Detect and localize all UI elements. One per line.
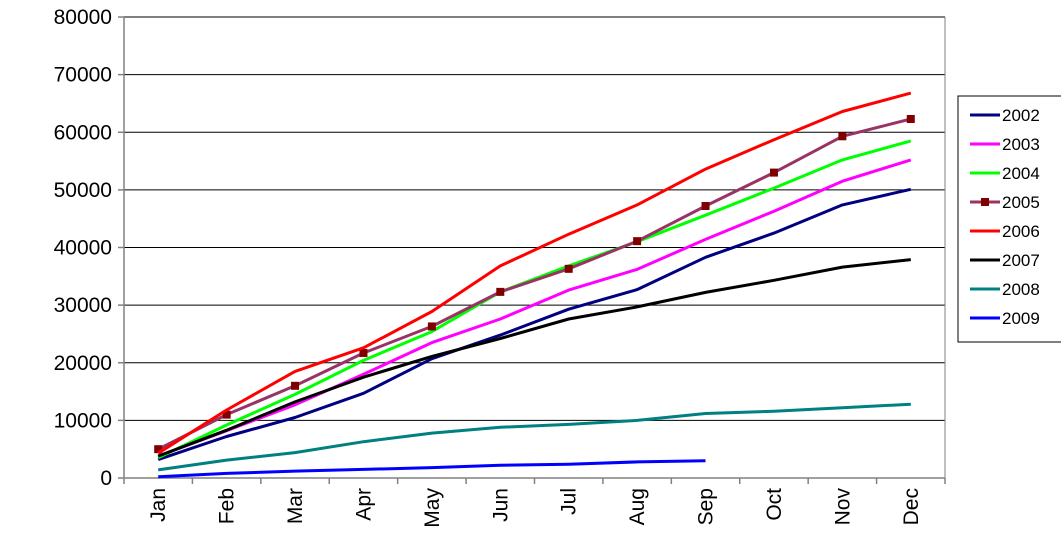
- x-tick-label: Feb: [216, 488, 239, 524]
- x-tick-label: Jan: [147, 488, 170, 522]
- legend-label: 2005: [1002, 193, 1040, 212]
- x-tick-label: Mar: [284, 488, 307, 524]
- x-tick-label: Jun: [489, 488, 512, 522]
- x-tick-label: Jul: [558, 488, 581, 515]
- y-tick-label: 40000: [54, 237, 112, 260]
- x-tick-label: Sep: [695, 488, 718, 525]
- legend-label: 2007: [1002, 251, 1040, 270]
- x-tick-label: Nov: [831, 488, 854, 526]
- series-line-2009: [158, 459, 706, 479]
- data-point-2005: [496, 287, 505, 296]
- legend-label: 2003: [1002, 135, 1040, 154]
- data-point-2005: [633, 237, 642, 246]
- data-point-2005: [906, 114, 915, 123]
- y-tick-label: 10000: [54, 409, 112, 432]
- y-tick-label: 70000: [54, 64, 112, 87]
- legend-label: 2004: [1002, 164, 1040, 183]
- series-line-2005: [157, 117, 912, 451]
- y-tick-label: 0: [100, 467, 112, 490]
- y-tick-label: 80000: [54, 6, 112, 29]
- x-tick-label: Aug: [626, 488, 649, 525]
- legend-marker: [981, 198, 989, 206]
- data-point-2005: [564, 264, 573, 273]
- data-point-2005: [838, 132, 847, 141]
- series-line-2007: [157, 258, 911, 458]
- x-tick-label: Dec: [900, 488, 923, 525]
- series-group: [154, 91, 915, 479]
- y-axis: 0 10000 20000 30000 40000 50000 60000 70000 8000…: [54, 6, 125, 490]
- y-tick-label: 50000: [54, 179, 112, 202]
- legend-label: 2008: [1002, 280, 1040, 299]
- data-point-2005: [291, 381, 300, 390]
- x-tick-label: Apr: [352, 488, 375, 521]
- legend-box: [957, 95, 1061, 343]
- legend: 2002 2003 2004 2005 2006 2007 2008 2009: [957, 95, 1061, 343]
- y-tick-label: 60000: [54, 121, 112, 144]
- data-point-2005: [222, 410, 231, 419]
- x-tick-label: Oct: [763, 488, 786, 521]
- data-point-2005: [154, 445, 163, 454]
- data-point-2005: [359, 348, 368, 357]
- y-tick-label: 30000: [54, 294, 112, 317]
- data-point-2005: [701, 202, 710, 211]
- legend-label: 2002: [1002, 106, 1040, 125]
- x-tick-label: May: [421, 488, 444, 528]
- y-tick-label: 20000: [54, 352, 112, 375]
- data-point-2005: [427, 322, 436, 331]
- data-point-2005: [769, 168, 778, 177]
- legend-label: 2006: [1002, 222, 1040, 241]
- legend-label: 2009: [1002, 309, 1040, 328]
- series-line-2002: [157, 187, 912, 462]
- series-line-2003: [157, 158, 912, 458]
- series-line-2006: [157, 91, 912, 455]
- x-axis: Jan Feb Mar Apr May Jun Jul Aug Sep Oct Nov Dec: [123, 477, 946, 528]
- series-line-2008: [157, 402, 911, 472]
